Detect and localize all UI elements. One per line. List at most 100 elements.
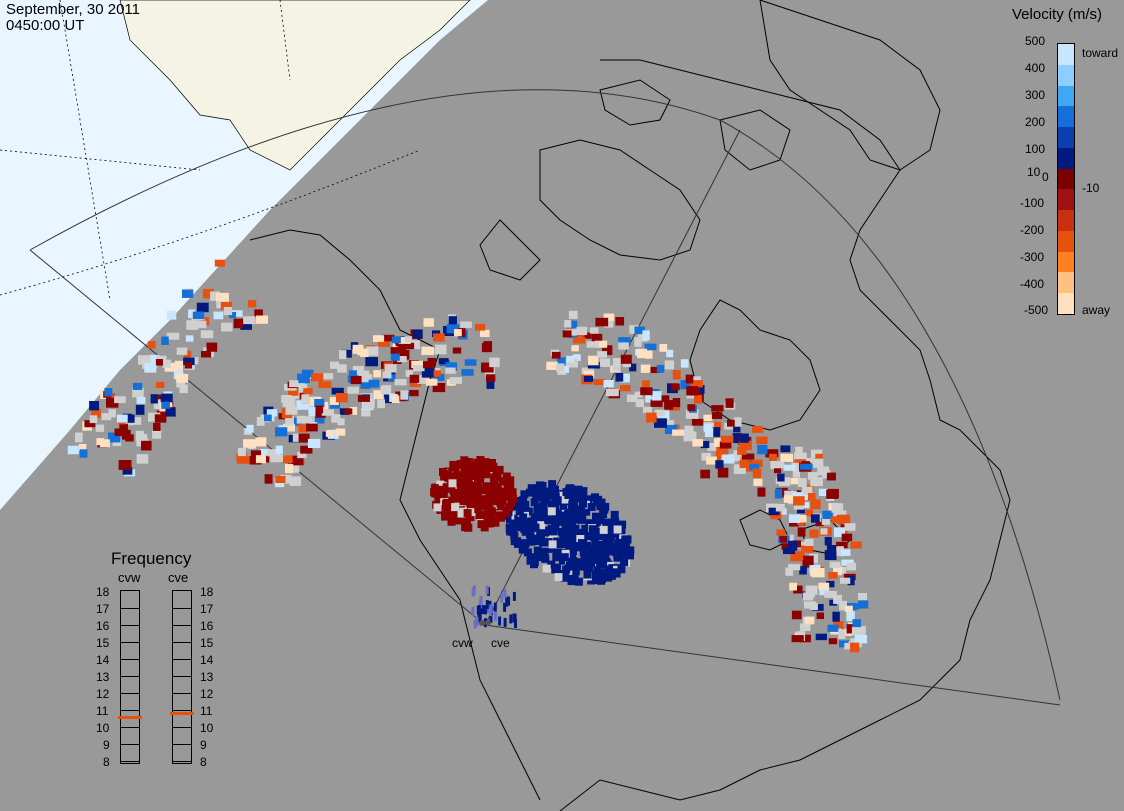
- scatter-cell: [694, 395, 702, 404]
- scatter-cell: [200, 330, 214, 339]
- scatter-cell-blue: [579, 499, 587, 508]
- frequency-level-label: 9: [103, 738, 110, 752]
- scatter-cell: [344, 408, 353, 415]
- scatter-cell-red: [496, 498, 505, 507]
- scatter-cell: [780, 453, 794, 462]
- scatter-cell: [388, 374, 396, 381]
- scatter-cell: [809, 529, 819, 538]
- scatter-cell: [292, 433, 305, 442]
- scatter-cell: [152, 430, 162, 439]
- scatter-cell: [804, 616, 815, 625]
- scatter-cell: [672, 370, 681, 380]
- scatter-cell: [267, 449, 277, 457]
- scatter-cell: [800, 634, 811, 643]
- scatter-cell-blue: [593, 527, 602, 536]
- scatter-cell-near: [505, 597, 509, 607]
- daylight-land: [119, 0, 471, 171]
- scatter-cell: [321, 409, 335, 416]
- scatter-cell: [583, 370, 595, 378]
- frequency-gridline: [121, 625, 139, 626]
- scatter-cell: [799, 566, 807, 575]
- away-label: away: [1082, 303, 1111, 317]
- scatter-cell: [186, 320, 199, 330]
- scatter-cell: [264, 414, 272, 422]
- frequency-radar-cvw: cvw: [118, 570, 141, 585]
- scatter-cell-red: [436, 480, 445, 489]
- scatter-cell: [290, 417, 303, 426]
- scatter-cell: [249, 456, 262, 465]
- colorbar-tick-label: -200: [1020, 223, 1045, 237]
- frequency-title: Frequency: [111, 549, 192, 568]
- scatter-cell: [336, 393, 348, 403]
- scatter-cell-blue: [560, 553, 569, 562]
- scatter-cell: [206, 342, 218, 352]
- frequency-level-label: 9: [200, 738, 207, 752]
- scatter-cell-blue: [561, 521, 570, 530]
- scatter-cell-blue: [571, 535, 580, 544]
- scatter-cell: [826, 472, 836, 481]
- scatter-cell-red: [447, 517, 456, 526]
- scatter-cell: [75, 432, 83, 443]
- scatter-cell: [398, 337, 411, 344]
- scatter-cell: [792, 468, 801, 478]
- scatter-cell: [717, 467, 729, 478]
- scatter-cell: [710, 421, 722, 431]
- scatter-cell-blue: [583, 541, 592, 550]
- scatter-cell: [772, 461, 785, 469]
- scatter-cell-near: [514, 619, 517, 628]
- scatter-cell-blue: [567, 577, 576, 586]
- scatter-cell: [551, 351, 561, 359]
- scatter-cell: [449, 377, 462, 384]
- scatter-cell: [99, 439, 110, 448]
- scatter-cell: [847, 575, 855, 586]
- scatter-cell-blue: [575, 528, 584, 537]
- radar-label-cve: cve: [491, 636, 510, 650]
- scatter-cell: [804, 538, 814, 546]
- frequency-gridline: [173, 744, 191, 745]
- scatter-cell: [438, 358, 449, 365]
- scatter-cell-blue: [589, 532, 597, 541]
- scatter-cell: [779, 536, 787, 543]
- scatter-cell: [826, 580, 835, 588]
- scatter-cell: [347, 386, 359, 394]
- scatter-cell: [603, 313, 615, 322]
- scatter-cell: [769, 453, 777, 461]
- velocity-legend-title: Velocity (m/s): [1012, 6, 1103, 23]
- scatter-cell: [685, 409, 699, 419]
- frequency-level-label: 8: [200, 755, 207, 769]
- scatter-cell-blue: [618, 520, 627, 529]
- scatter-cell-blue: [577, 493, 586, 502]
- scatter-cell-red: [449, 460, 458, 469]
- scatter-cell: [125, 434, 134, 442]
- scatter-cell: [310, 373, 324, 382]
- scatter-cell: [96, 438, 105, 446]
- scatter-cell-blue: [527, 517, 536, 526]
- scatter-cell: [275, 475, 286, 484]
- scatter-cell-blue: [519, 539, 528, 548]
- scatter-cell: [391, 336, 401, 344]
- scatter-cell: [166, 310, 177, 320]
- scatter-cell: [822, 510, 833, 520]
- frequency-gridline: [173, 642, 191, 643]
- scatter-cell: [162, 359, 171, 368]
- scatter-cell: [830, 516, 842, 524]
- scatter-cell: [377, 399, 386, 409]
- frequency-level-label: 15: [96, 636, 110, 650]
- scatter-cell: [666, 349, 674, 358]
- scatter-cell-near: [493, 611, 497, 621]
- colorbar-segment: [1058, 147, 1074, 170]
- scatter-cell: [642, 406, 653, 413]
- scatter-cell: [95, 424, 105, 432]
- scatter-cell-blue: [580, 562, 588, 571]
- scatter-cell-near: [503, 617, 507, 627]
- scatter-cell: [154, 414, 167, 423]
- scatter-cell: [583, 375, 594, 382]
- scatter-cell-blue: [547, 507, 556, 516]
- scatter-cell: [776, 529, 786, 536]
- frequency-bar-cvw: [118, 590, 142, 764]
- scatter-cell: [288, 387, 299, 396]
- frequency-level-label: 13: [96, 670, 110, 684]
- scatter-cell: [833, 510, 847, 517]
- frequency-gridline: [121, 744, 139, 745]
- scatter-cell: [246, 424, 254, 433]
